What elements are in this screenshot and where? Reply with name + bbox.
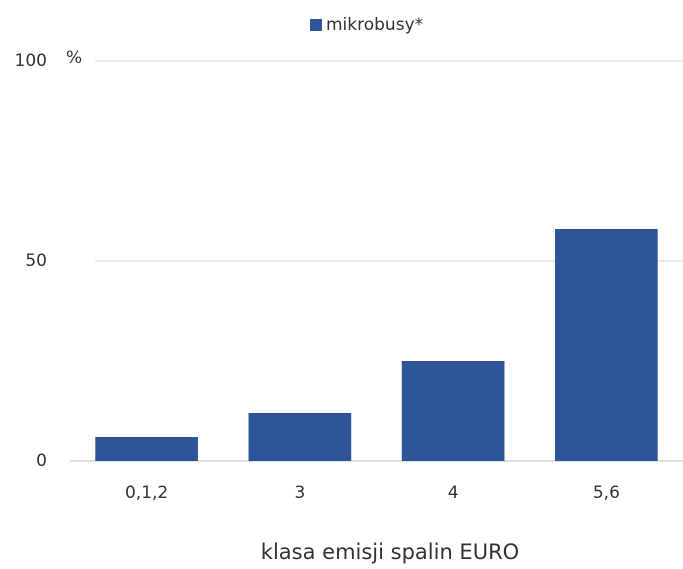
- x-tick-label: 0,1,2: [125, 483, 168, 503]
- bar: [401, 361, 505, 461]
- y-tick-label: 0: [36, 451, 47, 471]
- legend-swatch: [310, 19, 322, 31]
- bar: [555, 229, 658, 461]
- x-tick-label: 4: [448, 483, 459, 503]
- y-tick-label: 50: [25, 251, 47, 271]
- bar: [95, 437, 198, 461]
- y-tick-label: 100: [15, 51, 47, 71]
- bar: [248, 413, 352, 461]
- x-axis-label: klasa emisji spalin EURO: [261, 540, 519, 564]
- y-unit: %: [66, 48, 82, 68]
- x-tick-label: 3: [294, 483, 305, 503]
- x-tick-label: 5,6: [593, 483, 620, 503]
- legend-label: mikrobusy*: [326, 15, 423, 35]
